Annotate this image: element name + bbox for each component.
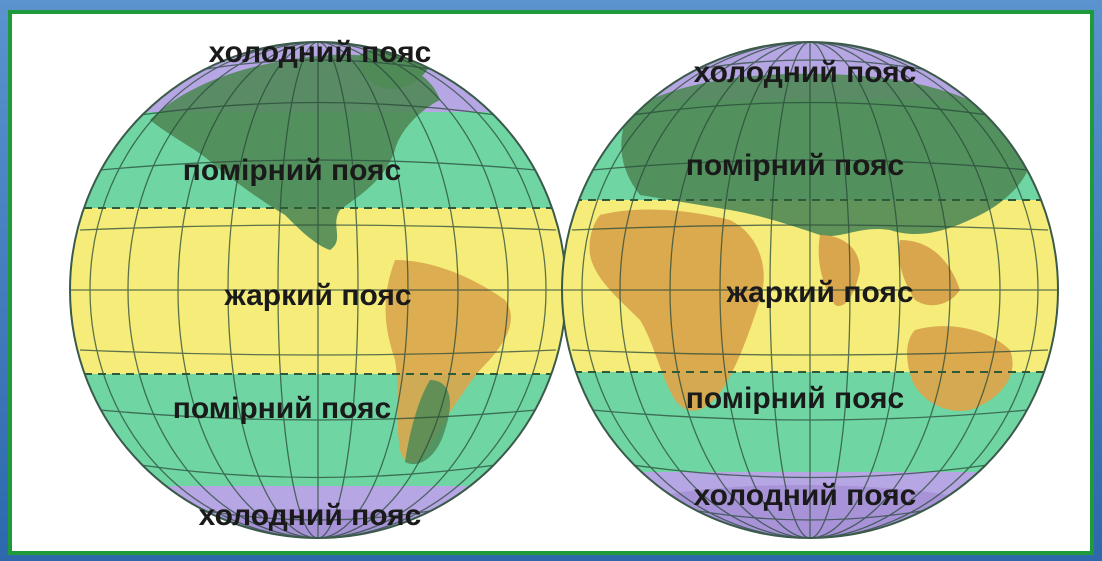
east-globe-outline xyxy=(561,41,1059,539)
eastern-hemisphere xyxy=(562,42,1058,538)
eurasia-land xyxy=(621,73,1032,237)
west-temperate-south-band xyxy=(70,374,566,486)
west-north-temperate-label: помірний пояс xyxy=(183,154,401,187)
australia-land xyxy=(907,326,1013,411)
west-north-cold-label: холодний пояс xyxy=(209,36,432,69)
east-graticule xyxy=(562,42,1058,538)
west-antarctica-land xyxy=(200,508,430,538)
west-graticule xyxy=(70,42,566,538)
southeast-asia-land xyxy=(898,240,960,306)
south-america-south-land xyxy=(405,380,450,465)
east-hot-label: жаркий пояс xyxy=(725,276,913,309)
east-south-cold-label: холодний пояс xyxy=(694,479,917,512)
west-south-cold-label: холодний пояс xyxy=(199,499,422,532)
west-hot-label: жаркий пояс xyxy=(223,279,411,312)
east-north-temperate-label: помірний пояс xyxy=(686,149,904,182)
west-south-temperate-label: помірний пояс xyxy=(173,392,391,425)
east-south-temperate-label: помірний пояс xyxy=(686,382,904,415)
east-north-cold-label: холодний пояс xyxy=(694,56,917,89)
